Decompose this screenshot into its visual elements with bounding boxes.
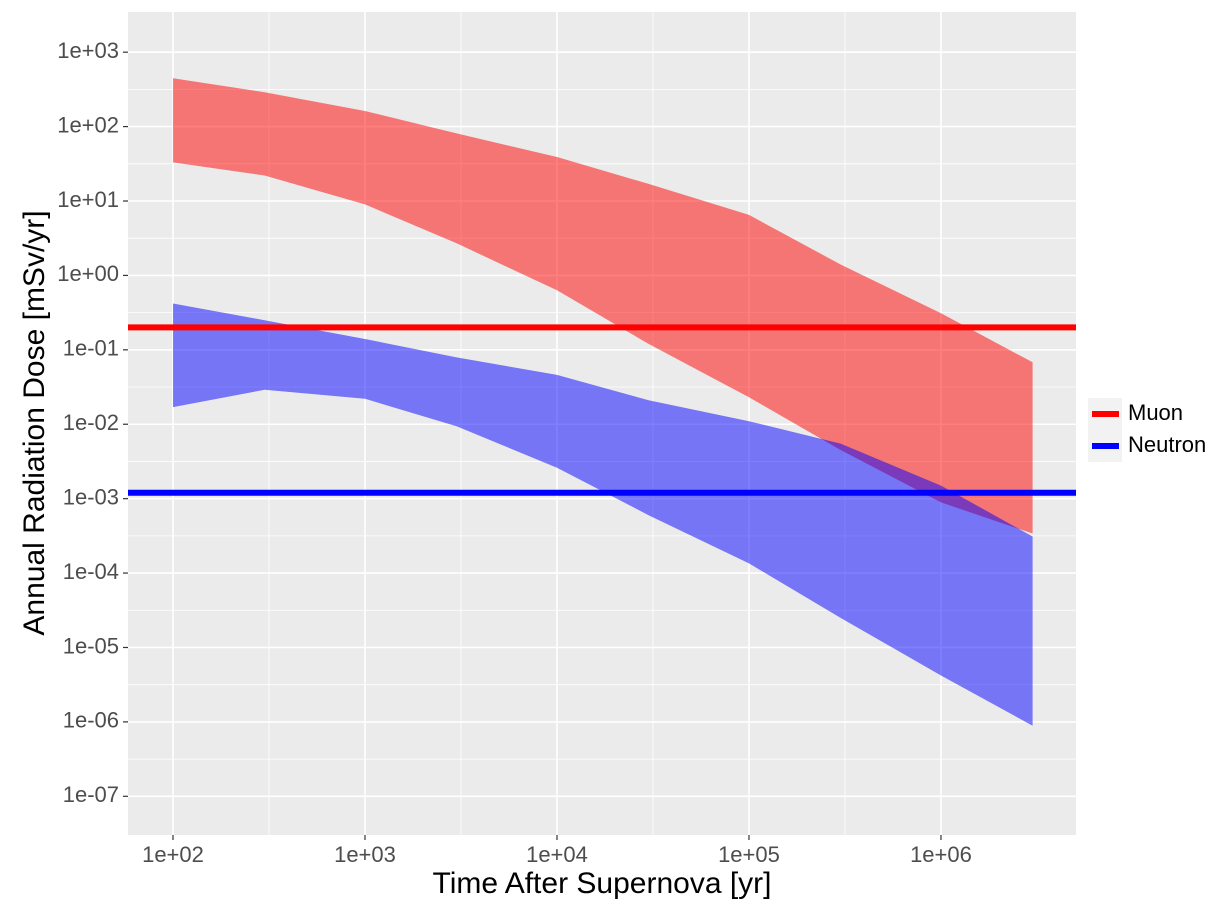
x-tick-label: 1e+05 — [718, 842, 780, 867]
y-tick-label: 1e-04 — [63, 559, 119, 584]
x-axis-title: Time After Supernova [yr] — [432, 867, 771, 900]
y-tick-label: 1e+01 — [57, 187, 119, 212]
y-axis-title: Annual Radiation Dose [mSv/yr] — [18, 210, 51, 635]
y-tick-label: 1e+02 — [57, 112, 119, 137]
x-tick-label: 1e+04 — [526, 842, 588, 867]
ribbon — [173, 303, 1033, 726]
y-tick-label: 1e-02 — [63, 410, 119, 435]
ribbon — [173, 78, 1033, 534]
y-tick-label: 1e+03 — [57, 38, 119, 63]
y-tick-label: 1e-01 — [63, 336, 119, 361]
legend-label: Neutron — [1128, 432, 1206, 457]
y-tick-label: 1e-06 — [63, 708, 119, 733]
x-tick-label: 1e+03 — [334, 842, 396, 867]
y-tick-label: 1e-05 — [63, 633, 119, 658]
y-tick-label: 1e-07 — [63, 782, 119, 807]
y-tick-label: 1e+00 — [57, 261, 119, 286]
y-tick-label: 1e-03 — [63, 484, 119, 509]
x-tick-label: 1e+06 — [910, 842, 972, 867]
x-tick-label: 1e+02 — [142, 842, 204, 867]
legend-label: Muon — [1128, 400, 1183, 425]
